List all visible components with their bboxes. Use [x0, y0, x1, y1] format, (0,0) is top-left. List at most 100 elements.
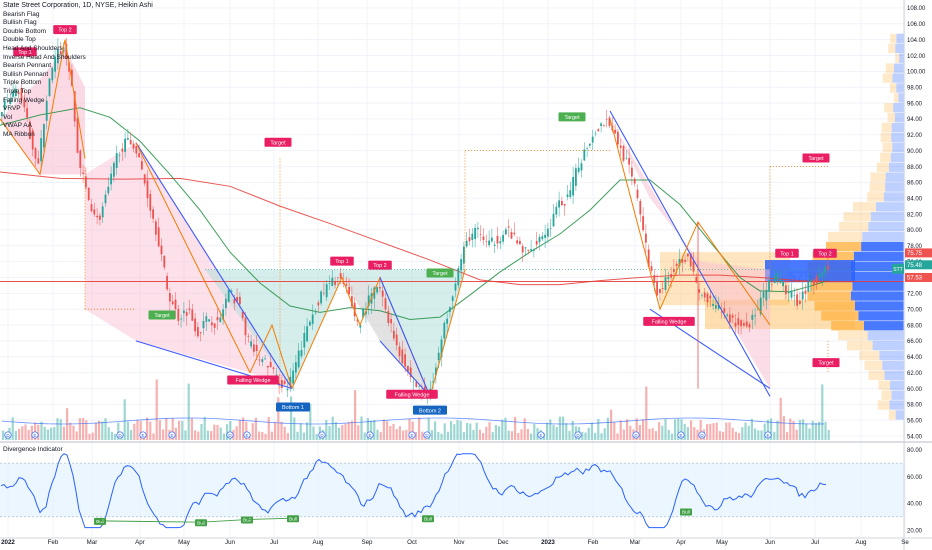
x-tick-label: Feb [48, 539, 59, 546]
event-marker [318, 431, 326, 439]
candle-body [541, 236, 544, 240]
event-marker [226, 431, 234, 439]
candle-body [549, 228, 552, 229]
volume-profile-row [893, 103, 904, 113]
volume-bar [590, 422, 593, 440]
candle-body [779, 279, 782, 283]
volume-bar [680, 419, 683, 440]
pattern-label: Target [808, 156, 824, 162]
legend-item[interactable]: Double Bottom [3, 27, 46, 35]
volume-profile-row [898, 93, 904, 103]
legend-item[interactable]: Triple Top [3, 87, 32, 95]
volume-bar [155, 379, 158, 440]
pattern-label-bg [813, 248, 837, 258]
volume-profile [660, 33, 904, 420]
candle-body [185, 312, 188, 316]
candle-body [731, 315, 734, 318]
price-label-bg [905, 248, 932, 258]
candle-body [213, 323, 216, 328]
divergence-line [246, 517, 294, 520]
volume-bar [763, 423, 766, 440]
candle-body [292, 370, 294, 384]
legend-item[interactable]: Falling Wedge [3, 96, 45, 104]
volume-bar [658, 422, 661, 440]
volume-bar [280, 421, 283, 440]
volume-bar [456, 420, 459, 440]
volume-bar [114, 433, 117, 440]
event-marker [366, 431, 374, 439]
volume-ma-line [1, 417, 825, 425]
oscillator-line [0, 453, 827, 529]
y-tick-label: 54.00 [907, 434, 923, 440]
y-tick-label: 62.00 [907, 371, 923, 377]
event-marker-letter: E [368, 433, 371, 438]
candle-body [519, 240, 521, 245]
candle-body [51, 67, 54, 81]
volume-profile-row [872, 340, 904, 351]
volume-bar [306, 422, 309, 440]
x-tick-label: Sep [361, 539, 373, 546]
volume-bar [741, 427, 744, 440]
volume-bar [792, 420, 795, 440]
legend-item[interactable]: Inverse Head And Shoulders [3, 53, 86, 61]
candle-body [435, 367, 437, 376]
legend-item[interactable]: Bullish Pennant [3, 70, 49, 78]
candle-body [309, 321, 311, 326]
volume-bar [2, 430, 5, 440]
candle-body [141, 161, 143, 170]
volume-profile-row [890, 33, 897, 44]
candle-body [468, 237, 471, 242]
y-tick-label: 84.00 [907, 196, 923, 202]
y-tick-label: 58.00 [907, 403, 923, 409]
ma-ribbon [0, 107, 904, 321]
candle-body [339, 273, 342, 279]
y-tick-label: 98.00 [907, 86, 923, 92]
candle-body [272, 367, 275, 370]
double-bottom-line [291, 269, 466, 398]
volume-profile-row [839, 221, 869, 232]
event-marker-letter: D [576, 433, 580, 438]
legend-item[interactable]: Bearish Flag [3, 10, 40, 18]
legend-item[interactable]: Triple Bottom [3, 79, 42, 87]
legend-item[interactable]: Bullish Flag [3, 19, 37, 27]
candle-body [48, 78, 51, 96]
legend-item[interactable]: VRVP [3, 105, 21, 113]
pattern-fill [0, 47, 85, 175]
volume-bar [94, 422, 97, 440]
ma-line [0, 171, 829, 286]
legend-item[interactable]: Bearish Pennant [3, 62, 52, 70]
y-tick-label: 80.00 [907, 228, 923, 234]
volume-bar [706, 424, 709, 440]
legend-item[interactable]: MA Ribbon [3, 130, 35, 138]
volume-bar [104, 418, 107, 440]
volume-bar [110, 431, 113, 440]
candle-body [194, 318, 196, 332]
volume-bar [130, 429, 133, 440]
volume-bar [738, 433, 741, 440]
legend-item[interactable]: Vol [3, 113, 13, 121]
volume-profile-row [843, 212, 871, 222]
ticker-symbol: STT [893, 267, 902, 273]
volume-bar [766, 419, 769, 440]
volume-bar [600, 433, 603, 440]
legend-item[interactable]: Double Top [3, 36, 36, 44]
volume-bar [299, 423, 302, 440]
volume-bar [98, 420, 101, 440]
volume-bar [421, 431, 424, 440]
candle-body [440, 339, 443, 358]
legend-item[interactable]: Head And Shoulders [3, 44, 63, 52]
volume-profile-row [853, 202, 876, 212]
y-tick-label: 106.00 [907, 22, 926, 28]
volume-profile-row [810, 281, 853, 291]
bull-signal-label: Bull [424, 516, 432, 521]
volume-bar [779, 397, 782, 440]
candle-body [253, 344, 255, 352]
event-marker [574, 431, 582, 439]
legend-item[interactable]: VWAP AA [3, 122, 32, 130]
candle-body [211, 322, 213, 326]
candle-body [409, 367, 412, 378]
volume-profile-row [875, 202, 904, 212]
volume-bar [274, 421, 277, 440]
candle-body [757, 308, 759, 310]
